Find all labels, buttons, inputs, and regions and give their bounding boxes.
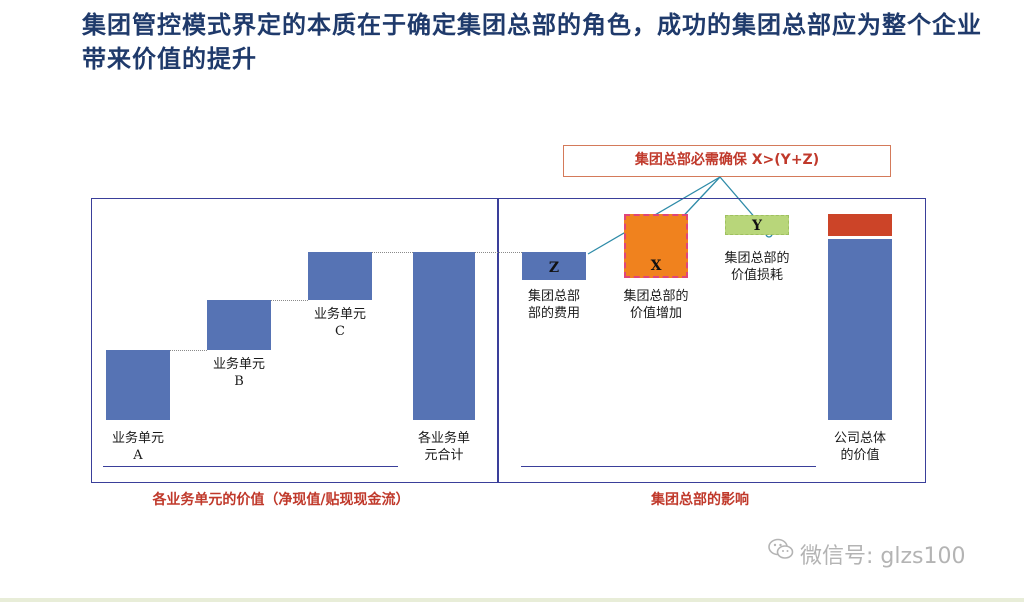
label-z: 集团总部 部的费用 [527, 289, 580, 321]
box-y-value-loss [725, 215, 789, 235]
label-unit-b: 业务单元 B [212, 357, 265, 389]
wechat-icon [768, 538, 794, 559]
connector-total-z [475, 252, 522, 253]
left-panel-frame [91, 198, 499, 483]
watermark-text: 微信号: glzs100 [800, 544, 966, 569]
right-baseline [521, 466, 816, 467]
bottom-strip [0, 598, 1024, 602]
bar-unit-a [106, 350, 170, 420]
label-x: 集团总部的 价值增加 [623, 289, 689, 321]
bar-company-top [828, 214, 892, 236]
label-y: 集团总部的 价值损耗 [724, 251, 790, 283]
constraint-box: 集团总部必需确保 X>(Y+Z) [563, 145, 891, 177]
z-letter: Z [548, 260, 560, 276]
bar-z-cost [522, 252, 586, 280]
bar-company [828, 239, 892, 420]
label-unit-a: 业务单元 A [111, 431, 164, 463]
label-unit-c: 业务单元 C [313, 307, 366, 339]
right-panel-frame [497, 198, 926, 483]
page-title: 集团管控模式界定的本质在于确定集团总部的角色，成功的集团总部应为整个企业带来价值… [82, 11, 982, 73]
bar-total [413, 252, 475, 420]
y-letter: Y [752, 218, 762, 234]
label-company: 公司总体 的价值 [833, 431, 886, 463]
box-x-value-add [624, 214, 688, 278]
right-caption: 集团总部的影响 [651, 492, 749, 508]
x-letter: X [650, 258, 662, 274]
left-baseline [103, 466, 398, 467]
connector-b-c [271, 300, 308, 301]
connector-a-b [170, 350, 207, 351]
label-total: 各业务单 元合计 [417, 431, 470, 463]
left-caption: 各业务单元的价值（净现值/贴现现金流） [152, 492, 410, 508]
bar-unit-c [308, 252, 372, 300]
connector-c-total [372, 252, 413, 253]
bar-unit-b [207, 300, 271, 350]
